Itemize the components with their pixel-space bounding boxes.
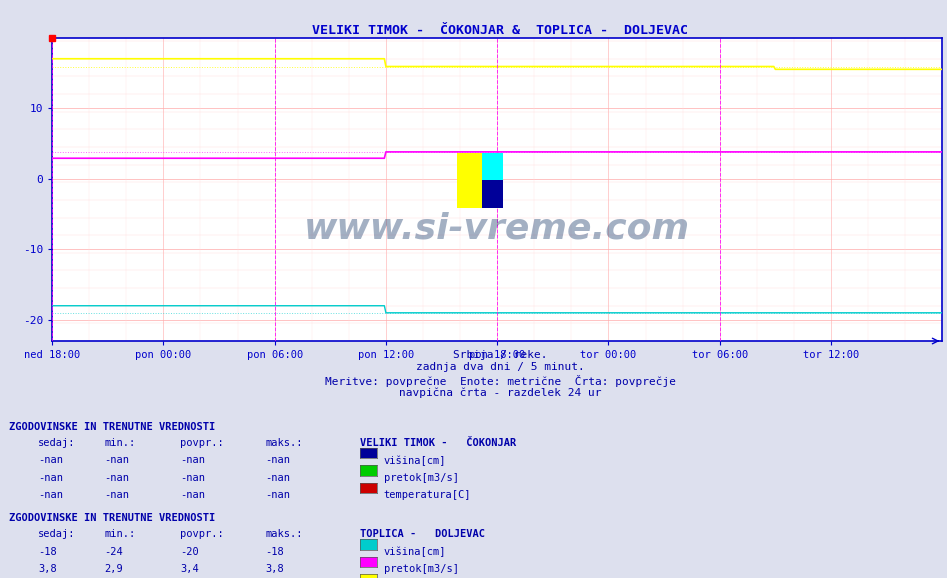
Text: -20: -20 — [180, 547, 199, 557]
Text: ZGODOVINSKE IN TRENUTNE VREDNOSTI: ZGODOVINSKE IN TRENUTNE VREDNOSTI — [9, 422, 216, 432]
Text: 3,4: 3,4 — [180, 564, 199, 574]
Text: pretok[m3/s]: pretok[m3/s] — [384, 473, 458, 483]
Text: -nan: -nan — [180, 490, 205, 500]
Text: 2,9: 2,9 — [104, 564, 123, 574]
Text: VELIKI TIMOK -  ČOKONJAR &  TOPLICA -  DOLJEVAC: VELIKI TIMOK - ČOKONJAR & TOPLICA - DOLJ… — [312, 24, 688, 37]
Bar — [482, 153, 504, 208]
Text: -18: -18 — [265, 547, 284, 557]
Text: -nan: -nan — [265, 490, 290, 500]
Text: maks.:: maks.: — [265, 438, 303, 448]
Text: višina[cm]: višina[cm] — [384, 455, 446, 466]
Text: povpr.:: povpr.: — [180, 438, 223, 448]
Text: navpična črta - razdelek 24 ur: navpična črta - razdelek 24 ur — [399, 388, 601, 398]
Text: Meritve: povprečne  Enote: metrične  Črta: povprečje: Meritve: povprečne Enote: metrične Črta:… — [325, 375, 675, 387]
Text: min.:: min.: — [104, 529, 135, 539]
Text: 3,8: 3,8 — [265, 564, 284, 574]
Text: -nan: -nan — [265, 455, 290, 465]
Bar — [457, 153, 482, 208]
Text: -nan: -nan — [180, 473, 205, 483]
Text: temperatura[C]: temperatura[C] — [384, 490, 471, 500]
Text: -24: -24 — [104, 547, 123, 557]
Text: -nan: -nan — [180, 455, 205, 465]
Text: 3,8: 3,8 — [38, 564, 57, 574]
Text: -nan: -nan — [38, 490, 63, 500]
Text: povpr.:: povpr.: — [180, 529, 223, 539]
Bar — [482, 180, 504, 208]
Text: -nan: -nan — [104, 455, 129, 465]
Text: Srbija / reke.: Srbija / reke. — [453, 350, 547, 360]
Text: ZGODOVINSKE IN TRENUTNE VREDNOSTI: ZGODOVINSKE IN TRENUTNE VREDNOSTI — [9, 513, 216, 523]
Text: www.si-vreme.com: www.si-vreme.com — [304, 212, 690, 246]
Text: -nan: -nan — [104, 490, 129, 500]
Text: VELIKI TIMOK -   ČOKONJAR: VELIKI TIMOK - ČOKONJAR — [360, 438, 516, 448]
Text: -nan: -nan — [38, 473, 63, 483]
Text: min.:: min.: — [104, 438, 135, 448]
Text: sedaj:: sedaj: — [38, 438, 76, 448]
Text: sedaj:: sedaj: — [38, 529, 76, 539]
Text: -nan: -nan — [104, 473, 129, 483]
Text: višina[cm]: višina[cm] — [384, 547, 446, 557]
Text: -nan: -nan — [38, 455, 63, 465]
Text: pretok[m3/s]: pretok[m3/s] — [384, 564, 458, 574]
Text: -nan: -nan — [265, 473, 290, 483]
Text: TOPLICA -   DOLJEVAC: TOPLICA - DOLJEVAC — [360, 529, 485, 539]
Text: -18: -18 — [38, 547, 57, 557]
Text: zadnja dva dni / 5 minut.: zadnja dva dni / 5 minut. — [416, 362, 584, 372]
Text: maks.:: maks.: — [265, 529, 303, 539]
